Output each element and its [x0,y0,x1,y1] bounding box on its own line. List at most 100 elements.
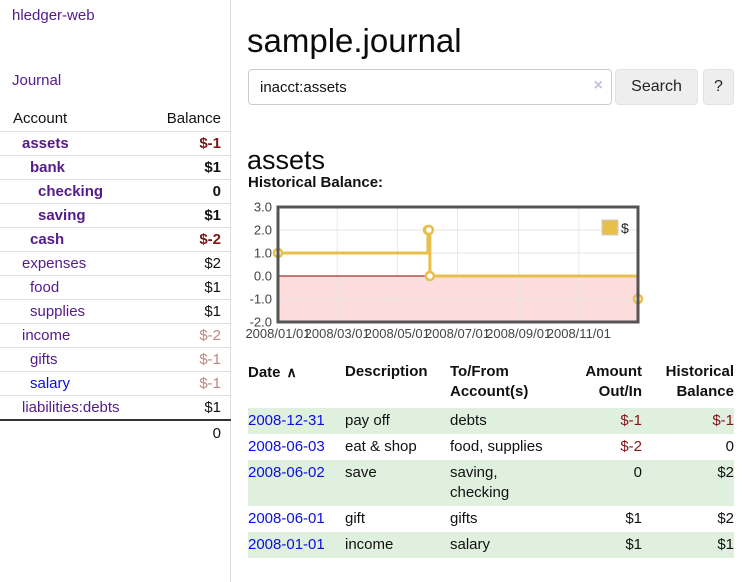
y-tick-label: 3.0 [254,200,272,215]
account-balance: $1 [204,159,221,176]
sidebar-account-row: supplies $1 [0,300,231,324]
sidebar-account-row: food $1 [0,276,231,300]
sidebar-account-row: checking 0 [0,180,231,204]
cell-description: save [345,464,377,481]
account-balance: $1 [204,207,221,224]
col-header-balance: Historical Balance [665,363,734,400]
sidebar-account-row: assets $-1 [0,132,231,156]
balance-column-header: Balance [166,110,221,127]
cell-date: 2008-12-31 [248,408,345,434]
date-link[interactable]: 2008-01-01 [248,536,325,553]
cell-balance: 0 [725,438,734,455]
brand-link[interactable]: hledger-web [12,7,95,24]
sidebar-account-link[interactable]: cash [30,231,65,248]
cell-accounts: debts [450,412,487,429]
y-tick-label: -2.0 [250,315,272,330]
y-tick-label: 0.0 [254,269,272,284]
x-tick-label: 2008/05/01 [365,326,430,341]
register-row: 2008-06-02 save saving, checking 0 $2 [248,460,734,506]
cell-amount: $-1 [620,412,642,429]
sidebar-account-link[interactable]: bank [30,159,66,176]
cell-balance: $1 [717,536,734,553]
account-balance: $-1 [199,351,221,368]
register-row: 2008-06-01 gift gifts $1 $2 [248,506,734,532]
register-row: 2008-01-01 income salary $1 $1 [248,532,734,558]
sidebar-account-link[interactable]: checking [38,183,104,200]
legend-label: $ [621,220,629,236]
cell-date: 2008-01-01 [248,532,345,558]
cell-amount: $1 [625,536,642,553]
y-tick-label: 2.0 [254,223,272,238]
col-header-description: Description [345,363,428,380]
cell-accounts: gifts [450,510,478,527]
sidebar-account-row: expenses $2 [0,252,231,276]
account-balance: $-2 [199,231,221,248]
cell-accounts: food, supplies [450,438,543,455]
sidebar-account-row: bank $1 [0,156,231,180]
search-button[interactable]: Search [615,69,698,105]
x-tick-label: 2008/11/01 [547,326,611,341]
y-tick-label: 1.0 [254,246,272,261]
account-balance: $-2 [199,327,221,344]
account-balance: $-1 [199,375,221,392]
date-link[interactable]: 2008-06-03 [248,438,325,455]
sort-ascending-icon: ∧ [286,364,297,380]
col-header-date[interactable]: Date ∧ [248,364,297,381]
date-link[interactable]: 2008-12-31 [248,412,325,429]
cell-accounts: salary [450,536,491,553]
account-balance: $1 [204,279,221,296]
sidebar-account-link[interactable]: income [22,327,71,344]
accounts-total-value: 0 [212,425,221,442]
account-balance: $-1 [199,135,221,152]
date-link[interactable]: 2008-06-02 [248,464,325,481]
account-balance: $1 [204,399,221,416]
register-row: 2008-12-31 pay off debts $-1 $-1 [248,408,734,434]
cell-balance: $-1 [712,412,734,429]
sidebar-account-link[interactable]: saving [38,207,86,224]
account-column-header: Account [13,110,68,127]
search-input[interactable] [248,69,612,105]
sidebar-account-row: gifts $-1 [0,348,231,372]
sidebar: hledger-web Journal Account Balance asse… [0,0,231,582]
cell-amount: $1 [625,510,642,527]
cell-description: eat & shop [345,438,417,455]
sidebar-account-row: salary $-1 [0,372,231,396]
x-tick-label: 2008/07/01 [425,326,490,341]
accounts-list: assets $-1 bank $1 checking 0 saving $1 cash $-2 e… [0,132,231,420]
search-form: × Search ? [248,69,734,105]
accounts-total-row: 0 [0,419,231,446]
sidebar-account-link[interactable]: liabilities:debts [22,399,120,416]
cell-amount: $-2 [620,438,642,455]
cell-accounts: saving, checking [450,464,510,501]
data-point-marker [423,224,435,236]
data-point-marker [424,270,436,282]
cell-description: income [345,536,394,553]
account-balance: 0 [212,183,221,200]
sidebar-account-link[interactable]: assets [22,135,69,152]
sidebar-item-journal[interactable]: Journal [12,72,62,89]
sidebar-account-link[interactable]: gifts [30,351,58,368]
search-box: × [248,69,612,105]
sidebar-account-link[interactable]: salary [30,375,71,392]
account-balance: $1 [204,303,221,320]
col-header-accounts: To/From Account(s) [450,363,529,400]
sidebar-account-row: income $-2 [0,324,231,348]
cell-balance: $2 [717,464,734,481]
cell-date: 2008-06-02 [248,460,345,506]
sidebar-account-link[interactable]: food [30,279,60,296]
help-button[interactable]: ? [703,69,734,105]
x-tick-label: 2008/03/01 [305,326,370,341]
cell-description: pay off [345,412,390,429]
sidebar-account-row: liabilities:debts $1 [0,396,231,420]
account-balance: $2 [204,255,221,272]
x-tick-label: 2008/09/01 [486,326,551,341]
col-header-amount: Amount Out/In [585,363,642,400]
chart-title: Historical Balance: [248,174,384,191]
date-link[interactable]: 2008-06-01 [248,510,325,527]
cell-amount: 0 [633,464,642,481]
clear-search-icon[interactable]: × [593,77,603,94]
cell-balance: $2 [717,510,734,527]
sidebar-account-link[interactable]: supplies [30,303,86,320]
sidebar-account-link[interactable]: expenses [22,255,87,272]
sidebar-account-row: saving $1 [0,204,231,228]
